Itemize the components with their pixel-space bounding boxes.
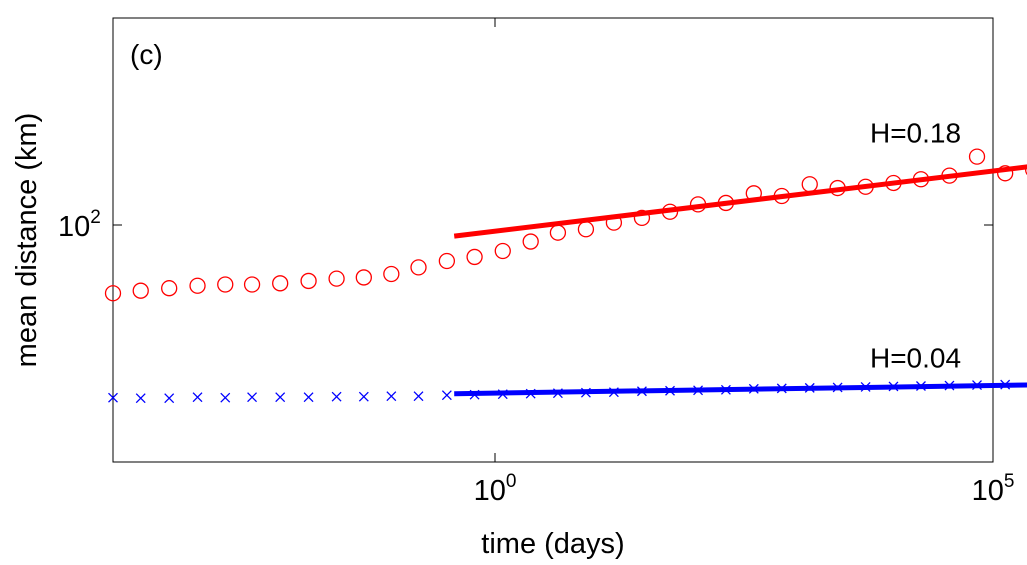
x-tick-label: 100 [474, 471, 517, 507]
data-point-circle [605, 214, 623, 231]
data-point-circle [300, 272, 317, 290]
data-point-x [693, 385, 704, 396]
data-point-circle [689, 196, 707, 213]
data-point-circle [549, 224, 567, 241]
data-point-circle [243, 276, 261, 293]
data-point-circle [189, 277, 206, 294]
data-point-circle [773, 187, 790, 205]
data-point-circle [410, 259, 427, 276]
fit-line [453, 164, 1027, 239]
data-point-circle [1024, 164, 1027, 176]
data-point-x [608, 387, 619, 398]
annotation-label: H=0.18 [870, 118, 961, 149]
x-tick-label: 105 [972, 471, 1015, 507]
data-point-x [1000, 379, 1011, 390]
data-point-circle [577, 221, 595, 238]
y-axis-ticks: 102 [58, 207, 993, 243]
data-point-x [386, 391, 397, 402]
data-point-x [888, 381, 899, 392]
data-point-circle [161, 280, 178, 297]
data-point-circle [328, 270, 345, 287]
data-point-x [776, 383, 787, 394]
data-point-x [192, 392, 203, 403]
data-point-x [580, 387, 591, 398]
fit-line [454, 382, 1027, 397]
data-point-x [413, 391, 424, 402]
data-point-circle [941, 167, 958, 184]
plot-area: 100 105 102 (c) H=0.18 H=0.04 [58, 17, 1027, 507]
data-point-x [164, 393, 175, 404]
data-point-x [441, 390, 452, 401]
x-axis-label: time (days) [481, 528, 624, 560]
data-point-x [860, 381, 871, 392]
data-point-x [358, 391, 369, 402]
data-point-x [748, 383, 759, 394]
x-axis-ticks: 100 105 [474, 18, 1015, 507]
annotation-label: H=0.04 [870, 342, 961, 373]
panel-label: (c) [130, 39, 163, 70]
data-point-x [303, 392, 314, 403]
data-point-circle [633, 209, 651, 227]
data-point-x [665, 385, 675, 396]
data-point-circle [494, 242, 511, 260]
data-point-circle [745, 185, 762, 202]
data-point-circle [132, 282, 149, 299]
data-point-x [331, 391, 342, 402]
data-point-x [636, 386, 647, 397]
data-point-x [972, 380, 982, 391]
axes-frame [112, 17, 994, 463]
data-point-x [916, 381, 926, 391]
data-point-circle [885, 174, 902, 192]
data-point-x [552, 388, 563, 399]
y-axis-label: mean distance (km) [11, 113, 43, 368]
annotations: H=0.18 H=0.04 [870, 118, 961, 374]
data-point-x [720, 384, 731, 395]
data-point-circle [912, 171, 930, 188]
data-point-x [469, 389, 480, 400]
data-point-circle [466, 248, 483, 266]
data-point-x [497, 389, 508, 400]
data-point-x [275, 392, 286, 403]
data-point-circle [104, 285, 122, 302]
data-point-circle [522, 233, 539, 250]
data-point-circle [438, 252, 456, 270]
data-point-circle [717, 194, 735, 212]
data-point-circle [857, 178, 874, 195]
data-point-circle [217, 276, 234, 293]
data-point-x [525, 388, 536, 399]
data-point-x [247, 392, 258, 403]
y-tick-label: 102 [58, 207, 101, 243]
data-point-circle [661, 203, 679, 220]
data-point-circle [383, 265, 400, 283]
data-point-circle [829, 179, 846, 197]
data-point-x [832, 382, 843, 393]
data-point-circle [968, 148, 986, 165]
data-point-x [804, 382, 815, 393]
data-point-circle [997, 165, 1014, 182]
data-point-x [220, 392, 231, 403]
data-points [104, 148, 1027, 404]
data-point-circle [801, 176, 818, 193]
data-point-x [944, 380, 955, 391]
data-point-x [108, 392, 118, 403]
data-point-circle [272, 275, 289, 292]
data-point-circle [355, 269, 372, 286]
data-point-x [135, 393, 146, 404]
